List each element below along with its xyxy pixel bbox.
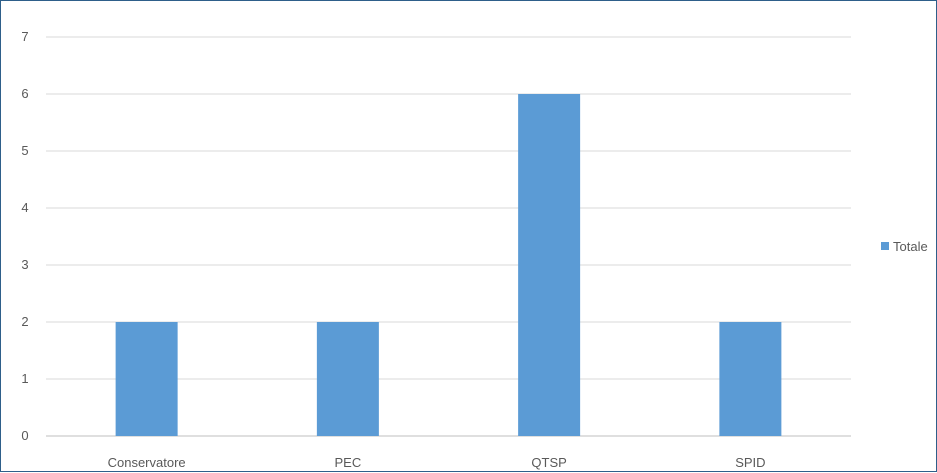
y-tick-label-1: 1 bbox=[21, 371, 28, 386]
bar-conservatore bbox=[115, 322, 178, 436]
bar-qtsp bbox=[518, 94, 581, 436]
y-tick-label-5: 5 bbox=[21, 143, 28, 158]
y-tick-label-2: 2 bbox=[21, 314, 28, 329]
y-tick-label-0: 0 bbox=[21, 428, 28, 443]
y-tick-label-7: 7 bbox=[21, 29, 28, 44]
bar-pec bbox=[316, 322, 379, 436]
y-tick-label-6: 6 bbox=[21, 86, 28, 101]
x-tick-label-spid: SPID bbox=[735, 455, 765, 470]
legend: Totale bbox=[881, 239, 928, 254]
y-tick-label-4: 4 bbox=[21, 200, 28, 215]
x-tick-label-qtsp: QTSP bbox=[531, 455, 566, 470]
x-tick-label-pec: PEC bbox=[335, 455, 362, 470]
bars bbox=[115, 94, 782, 436]
x-tick-label-conservatore: Conservatore bbox=[108, 455, 186, 470]
legend-label-totale: Totale bbox=[893, 239, 928, 254]
y-tick-label-3: 3 bbox=[21, 257, 28, 272]
gridlines bbox=[46, 36, 851, 437]
legend-swatch-totale bbox=[881, 242, 889, 250]
x-axis-ticks: Conservatore PEC QTSP SPID bbox=[108, 455, 766, 470]
y-axis-ticks: 0 1 2 3 4 5 6 7 bbox=[21, 29, 28, 443]
bar-spid bbox=[719, 322, 782, 436]
